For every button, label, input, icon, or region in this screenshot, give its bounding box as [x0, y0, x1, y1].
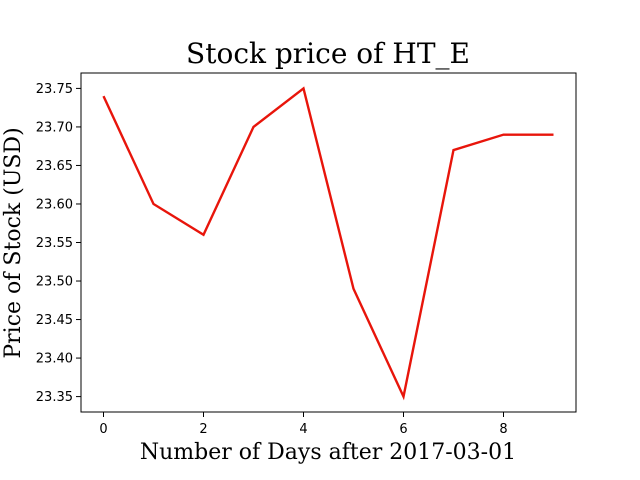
x-tick-label: 4 [299, 422, 307, 437]
y-tick-label: 23.50 [36, 275, 73, 290]
series-line [102, 86, 554, 401]
plot-area [80, 72, 577, 413]
chart-title: Stock price of HT_E [186, 37, 470, 70]
y-tick-label: 23.45 [36, 313, 73, 328]
y-tick-label: 23.55 [36, 236, 73, 251]
x-tick-label: 6 [399, 422, 407, 437]
x-tick-label: 8 [499, 422, 507, 437]
x-axis-label: Number of Days after 2017-03-01 [140, 440, 516, 465]
x-axis: 0 2 4 6 8 [99, 412, 508, 437]
y-axis: 23.35 23.40 23.45 23.50 23.55 23.60 23.65 23.70… [36, 82, 81, 405]
y-tick-label: 23.40 [36, 352, 73, 367]
y-tick-label: 23.60 [36, 197, 73, 212]
y-tick-label: 23.70 [36, 120, 73, 135]
y-tick-label: 23.65 [36, 159, 73, 174]
x-tick-label: 2 [199, 422, 207, 437]
y-tick-label: 23.75 [36, 82, 73, 97]
y-axis-label: Price of Stock (USD) [1, 127, 26, 358]
series-layer [102, 86, 554, 401]
x-tick-label: 0 [99, 422, 107, 437]
y-tick-label: 23.35 [36, 390, 73, 405]
